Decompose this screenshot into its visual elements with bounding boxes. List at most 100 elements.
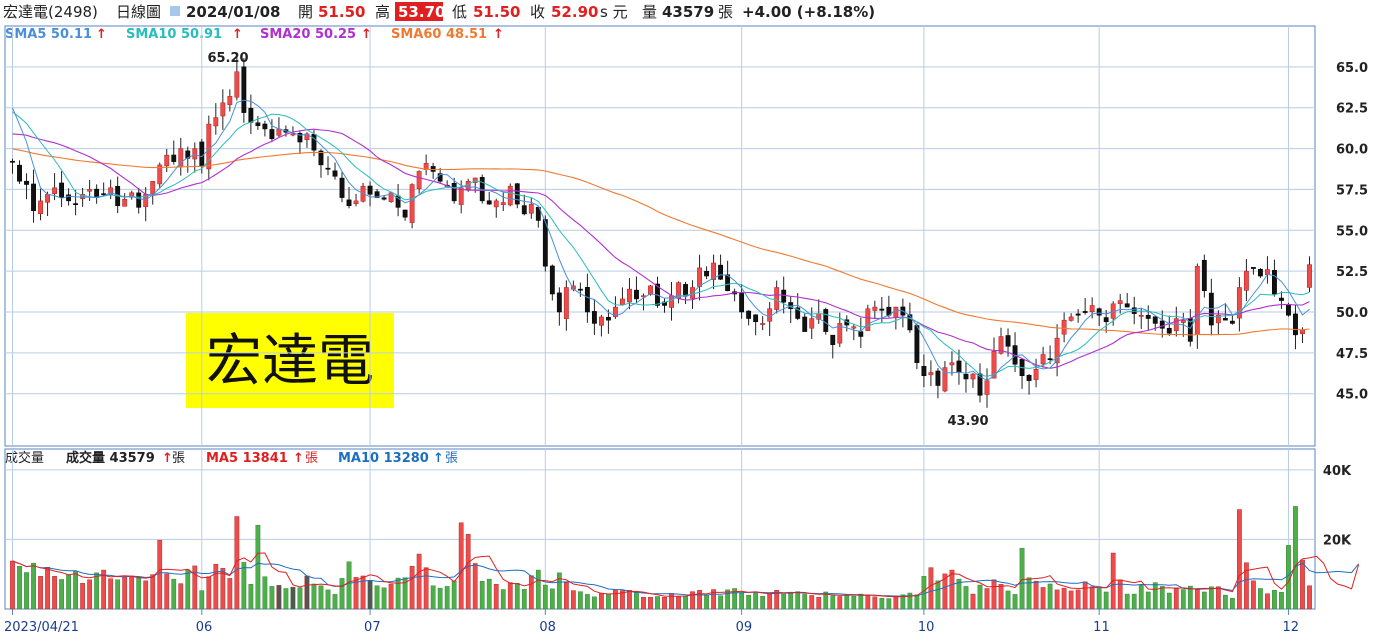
candle-body	[17, 164, 22, 182]
candle	[213, 103, 219, 135]
candle	[542, 215, 548, 272]
candle-body	[1229, 320, 1235, 324]
volume-bar	[809, 595, 815, 610]
sma20-arrow: ↑	[361, 27, 372, 42]
volume-bar	[1215, 586, 1221, 610]
candle	[101, 182, 107, 197]
candle-body	[907, 314, 913, 331]
sma20-legend: SMA20 50.25	[260, 27, 356, 42]
candle	[31, 169, 36, 223]
candle-body	[1159, 320, 1165, 329]
open-value: 51.50	[318, 3, 365, 21]
date-label: 2024/01/08	[186, 3, 280, 21]
candle-body	[458, 187, 464, 205]
volume-bar	[641, 596, 646, 610]
candle-body	[388, 192, 394, 202]
volume-bar	[283, 588, 289, 610]
candle-body	[220, 102, 226, 117]
candle-body	[535, 206, 541, 221]
candle	[388, 191, 394, 203]
candle-body	[248, 108, 254, 123]
candle-body	[1243, 270, 1249, 291]
volume-bar	[129, 575, 135, 610]
sma60-line	[12, 148, 1310, 336]
volume-bar	[213, 563, 219, 610]
candle-body	[998, 336, 1004, 354]
vol-legend: 成交量 43579	[66, 450, 155, 466]
candle	[416, 170, 422, 194]
candle	[928, 360, 934, 387]
x-tick-label: 10	[918, 620, 935, 635]
candle-body	[739, 293, 745, 313]
candle	[185, 146, 191, 173]
candle-body	[1272, 270, 1277, 295]
volume-bar	[416, 553, 422, 610]
volume-bar	[844, 594, 850, 610]
candle-body	[1145, 314, 1151, 319]
volume-bar	[1096, 588, 1102, 610]
volume-bar	[648, 596, 653, 610]
volume-bar	[879, 598, 885, 610]
volume-bar	[150, 574, 156, 610]
candle-body	[774, 287, 780, 310]
price-tick-label: 50.0	[1336, 306, 1368, 321]
candle-body	[206, 123, 212, 170]
candle	[1124, 293, 1130, 308]
candle	[563, 280, 569, 331]
candle	[1229, 314, 1235, 325]
calendar-icon[interactable]	[170, 6, 180, 16]
candle	[1293, 304, 1298, 350]
candle	[38, 188, 43, 221]
candle-body	[255, 122, 261, 126]
volume-bar	[1040, 587, 1046, 610]
ma10-vol-unit: 張	[445, 451, 458, 466]
volume-bar	[837, 596, 843, 610]
candle-body	[549, 265, 555, 295]
candle-body	[760, 323, 766, 325]
candle	[451, 177, 457, 204]
candle-body	[872, 306, 878, 311]
candle-body	[1005, 335, 1011, 347]
candle-body	[353, 200, 359, 205]
candle	[1257, 268, 1263, 279]
volume-bar	[620, 590, 625, 610]
candle-body	[38, 200, 43, 215]
candle	[73, 189, 79, 216]
volume-bar	[592, 596, 597, 610]
candle	[367, 181, 373, 207]
volume-bar	[311, 583, 317, 610]
volume-bar	[528, 575, 534, 610]
volume-bar	[360, 575, 366, 610]
volume-bar	[1089, 586, 1095, 610]
x-tick-label: 12	[1282, 620, 1299, 635]
volume-bar	[998, 584, 1004, 610]
price-tick-label: 62.5	[1336, 102, 1368, 117]
candle-body	[802, 316, 808, 332]
candle-body	[1082, 311, 1088, 313]
volume-bar	[444, 586, 450, 610]
candle-body	[101, 193, 107, 196]
volume-tick-label: 20K	[1323, 533, 1352, 548]
candle-body	[984, 380, 990, 395]
candle-body	[129, 192, 135, 198]
candle-body	[858, 331, 864, 337]
candle-body	[381, 197, 387, 200]
volume-bar	[535, 569, 541, 610]
volume-bar	[697, 590, 702, 610]
ma5-vol-arrow: ↑	[293, 451, 304, 466]
candle	[795, 293, 801, 321]
price-tick-label: 57.5	[1336, 183, 1368, 198]
high-value: 53.70	[398, 3, 445, 21]
high-value-bg	[395, 2, 443, 21]
volume-bar	[886, 598, 892, 610]
candle-body	[45, 194, 50, 203]
candle	[914, 323, 920, 370]
volume-bar	[269, 586, 275, 610]
candle-body	[1250, 267, 1256, 269]
volume-bar	[1173, 587, 1179, 610]
volume-bar	[479, 580, 485, 610]
candle	[613, 296, 618, 319]
volume-bar	[627, 590, 632, 610]
volume-bar	[781, 593, 787, 610]
volume-bar	[991, 579, 997, 610]
